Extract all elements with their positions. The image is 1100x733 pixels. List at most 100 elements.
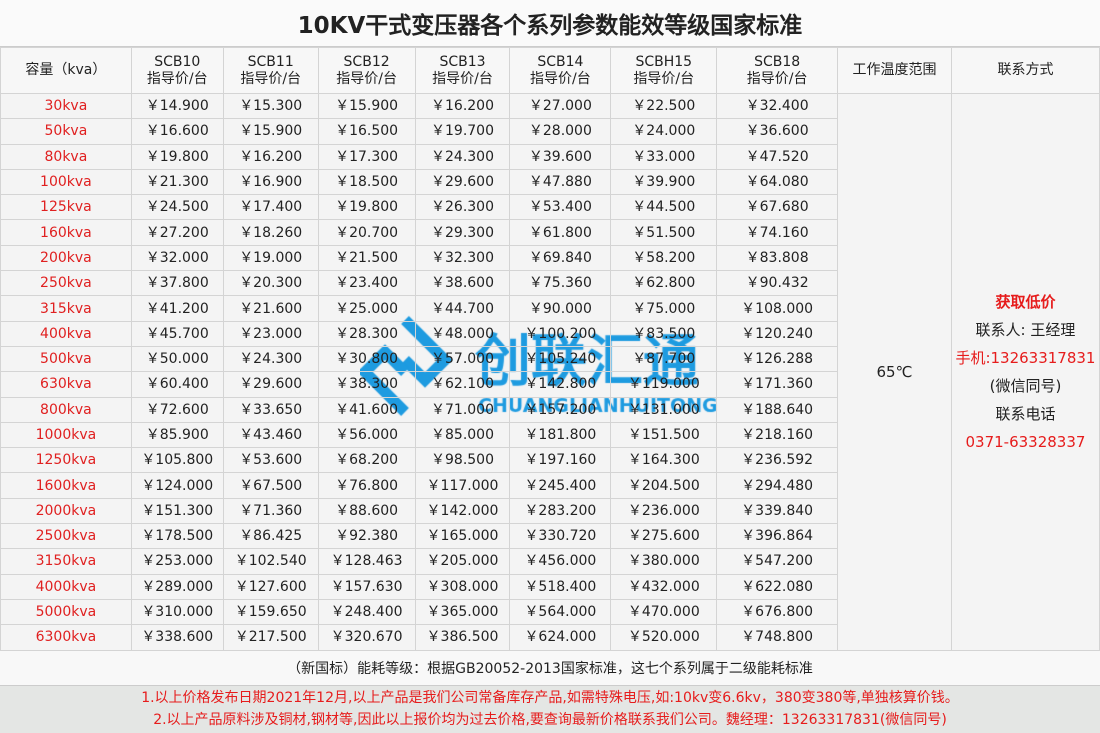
price-unit: 指导价/台 [746,70,808,87]
footer-line-1: 1.以上价格发布日期2021年12月,以上产品是我们公司常备库存产品,如需特殊电… [141,690,959,706]
price-cell: ￥21.300 [130,168,224,196]
price-cell: ￥33.650 [222,396,319,423]
price-cell: ￥108.000 [716,295,839,322]
price-cell: ￥47.880 [509,168,612,196]
series-name: SCBH15 [635,53,693,70]
price-cell: ￥36.600 [716,118,839,145]
price-cell: ￥432.000 [610,573,718,600]
price-cell: ￥197.160 [509,447,612,474]
price-cell: ￥61.800 [509,219,612,246]
contact-mobile: 手机:13263317831 [955,348,1096,367]
table-row: 80kva ￥19.800 ￥16.200 ￥17.300 ￥24.300 ￥39.600… [0,143,1100,170]
capacity-cell: 400kva [0,320,132,347]
price-cell: ￥248.400 [317,598,416,626]
price-cell: ￥330.720 [509,523,612,550]
price-cell: ￥308.000 [414,573,511,600]
price-cell: ￥16.200 [222,143,319,170]
price-cell: ￥32.000 [130,244,224,272]
price-cell: ￥15.300 [222,92,319,120]
price-cell: ￥120.240 [716,320,839,347]
capacity-cell: 125kva [0,194,132,221]
price-cell: ￥159.650 [222,598,319,626]
price-cell: ￥47.520 [716,143,839,170]
header-series: SCB13 指导价/台 [414,47,511,94]
header-series: SCBH15 指导价/台 [610,47,718,94]
price-cell: ￥74.160 [716,219,839,246]
price-cell: ￥51.500 [610,219,718,246]
header-series: SCB12 指导价/台 [317,47,416,94]
price-cell: ￥60.400 [130,371,224,398]
price-cell: ￥24.300 [222,345,319,373]
capacity-cell: 160kva [0,219,132,246]
price-cell: ￥16.500 [317,118,416,145]
price-cell: ￥19.700 [414,118,511,145]
price-cell: ￥68.200 [317,447,416,474]
header-temp: 工作温度范围 [837,47,952,94]
price-cell: ￥119.000 [610,371,718,398]
header-series: SCB18 指导价/台 [716,47,839,94]
price-cell: ￥24.300 [414,143,511,170]
header-series: SCB11 指导价/台 [222,47,319,94]
price-cell: ￥27.200 [130,219,224,246]
price-cell: ￥124.000 [130,472,224,499]
table-row: 4000kva ￥289.000 ￥127.600 ￥157.630 ￥308.000 ￥… [0,573,1100,600]
price-cell: ￥67.680 [716,194,839,221]
price-cell: ￥90.432 [716,270,839,297]
capacity-cell: 2000kva [0,497,132,525]
price-cell: ￥142.000 [414,497,511,525]
price-cell: ￥71.360 [222,497,319,525]
price-cell: ￥20.300 [222,270,319,297]
price-cell: ￥92.380 [317,523,416,550]
get-price-cta: 获取低价 [995,292,1056,311]
price-cell: ￥105.800 [130,447,224,474]
price-cell: ￥85.000 [414,421,511,449]
price-cell: ￥171.360 [716,371,839,398]
price-cell: ￥380.000 [610,548,718,575]
price-cell: ￥289.000 [130,573,224,600]
price-cell: ￥127.600 [222,573,319,600]
price-cell: ￥33.000 [610,143,718,170]
table-row: 250kva ￥37.800 ￥20.300 ￥23.400 ￥38.600 ￥75.36… [0,270,1100,297]
table-row: 5000kva ￥310.000 ￥159.650 ￥248.400 ￥365.000 ￥… [0,598,1100,626]
price-cell: ￥67.500 [222,472,319,499]
capacity-cell: 1250kva [0,447,132,474]
price-cell: ￥29.600 [414,168,511,196]
table-row: 2000kva ￥151.300 ￥71.360 ￥88.600 ￥142.000 ￥28… [0,497,1100,525]
price-cell: ￥20.700 [317,219,416,246]
price-cell: ￥69.840 [509,244,612,272]
price-cell: ￥41.200 [130,295,224,322]
price-cell: ￥17.300 [317,143,416,170]
price-cell: ￥41.600 [317,396,416,423]
price-cell: ￥218.160 [716,421,839,449]
price-cell: ￥748.800 [716,624,839,651]
table-row: 3150kva ￥253.000 ￥102.540 ￥128.463 ￥205.000 ￥… [0,548,1100,575]
price-cell: ￥15.900 [317,92,416,120]
price-cell: ￥88.600 [317,497,416,525]
price-unit: 指导价/台 [146,70,208,87]
price-cell: ￥27.000 [509,92,612,120]
price-cell: ￥151.500 [610,421,718,449]
capacity-cell: 630kva [0,371,132,398]
price-cell: ￥23.400 [317,270,416,297]
price-cell: ￥157.630 [317,573,416,600]
price-cell: ￥87.700 [610,345,718,373]
price-cell: ￥16.200 [414,92,511,120]
price-cell: ￥50.000 [130,345,224,373]
price-cell: ￥19.000 [222,244,319,272]
price-unit: 指导价/台 [336,70,397,87]
price-cell: ￥117.000 [414,472,511,499]
temperature-cell: 65℃ [837,93,952,651]
price-cell: ￥338.600 [130,624,224,651]
price-cell: ￥30.800 [317,345,416,373]
capacity-cell: 1000kva [0,421,132,449]
price-cell: ￥275.600 [610,523,718,550]
price-cell: ￥26.300 [414,194,511,221]
series-name: SCB12 [343,53,390,70]
price-cell: ￥57.000 [414,345,511,373]
page-title: 10KV干式变压器各个系列参数能效等级国家标准 [0,0,1100,47]
price-cell: ￥151.300 [130,497,224,525]
price-cell: ￥102.540 [222,548,319,575]
price-cell: ￥283.200 [509,497,612,525]
price-cell: ￥56.000 [317,421,416,449]
price-cell: ￥44.500 [610,194,718,221]
